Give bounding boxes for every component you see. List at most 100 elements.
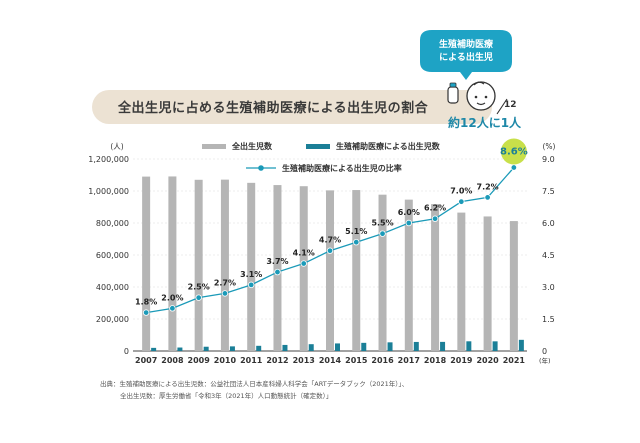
ratio-point xyxy=(379,230,386,237)
bar-total-births xyxy=(326,190,334,351)
ratio-point xyxy=(484,194,491,201)
y-right-unit: (%) xyxy=(543,142,556,151)
bar-total-births xyxy=(247,182,256,351)
bar-art-births xyxy=(518,339,524,351)
bar-total-births xyxy=(404,199,413,351)
ratio-data-label: 4.1% xyxy=(293,249,315,258)
ratio-point xyxy=(353,238,360,246)
bar-art-births xyxy=(361,342,367,351)
bar-total-births xyxy=(220,179,229,351)
ratio-text: 約12人に1人 xyxy=(448,116,522,130)
bar-total-births xyxy=(378,194,387,351)
ratio-data-label: 7.0% xyxy=(450,187,472,196)
bar-total-births xyxy=(352,190,361,351)
bar-art-births xyxy=(413,341,419,351)
bar-total-births xyxy=(194,179,203,351)
ratio-point xyxy=(300,260,307,267)
legend-label-art: 生殖補助医療による出生児数 xyxy=(336,141,441,151)
x-tick-label: 2011 xyxy=(240,356,263,365)
ratio-data-label: 4.7% xyxy=(319,236,341,245)
x-tick-label: 2017 xyxy=(398,356,420,365)
chart-title: 全出生児に占める生殖補助医療による出生児の割合 xyxy=(118,101,429,116)
bar-art-births xyxy=(466,341,472,351)
bar-total-births xyxy=(273,185,282,351)
ratio-point xyxy=(195,294,202,301)
ratio-point xyxy=(142,309,150,316)
y-left-tick-label: 1,200,000 xyxy=(88,155,129,164)
bar-art-births xyxy=(203,346,209,351)
ratio-data-label: 6.2% xyxy=(424,204,446,213)
x-tick-label: 2018 xyxy=(424,356,447,365)
x-tick-label: 2013 xyxy=(293,356,315,365)
ratio-point xyxy=(431,215,439,222)
x-tick-label: 2019 xyxy=(450,356,473,365)
y-left-unit: (人) xyxy=(110,142,123,151)
y-right-tick-label: 4.5 xyxy=(542,251,555,260)
y-left-tick-label: 0 xyxy=(124,347,129,356)
ratio-data-label: 2.0% xyxy=(161,293,183,302)
source-line-2: 全出生児数：厚生労働省「令和3年（2021年）人口動態統計（確定数）」 xyxy=(120,392,333,400)
y-right-tick-label: 0 xyxy=(542,347,547,356)
ratio-data-label: 6.0% xyxy=(398,208,420,217)
y-left-tick-label: 1,000,000 xyxy=(88,187,129,196)
x-tick-label: 2016 xyxy=(371,356,394,365)
x-tick-label: 2012 xyxy=(266,356,288,365)
ratio-data-label: 2.7% xyxy=(214,278,236,287)
title-banner xyxy=(92,90,492,124)
legend-swatch-art xyxy=(306,144,330,149)
bar-art-births xyxy=(229,346,235,351)
ratio-data-label: 3.7% xyxy=(266,257,288,266)
bar-art-births xyxy=(308,344,314,351)
ratio-denominator: 12 xyxy=(504,100,517,110)
ratio-point xyxy=(458,198,465,205)
bar-total-births xyxy=(457,212,466,351)
legend-swatch-line-marker xyxy=(258,165,264,171)
badge-line-2: による出生児 xyxy=(439,53,493,63)
y-left-tick-label: 200,000 xyxy=(96,315,129,324)
y-right-tick-label: 7.5 xyxy=(542,187,555,196)
bar-total-births xyxy=(142,176,151,351)
x-tick-label: 2021 xyxy=(503,356,526,365)
ratio-data-label: 5.5% xyxy=(371,219,393,228)
y-right-tick-label: 3.0 xyxy=(542,283,555,292)
ratio-point xyxy=(326,247,334,254)
x-tick-label: 2009 xyxy=(188,356,211,365)
y-left-tick-label: 400,000 xyxy=(96,283,129,292)
legend-swatch-total xyxy=(202,144,226,149)
bar-art-births xyxy=(151,347,157,351)
y-right-tick-label: 1.5 xyxy=(542,315,555,324)
ratio-point xyxy=(510,164,518,171)
x-tick-label: 2020 xyxy=(476,356,499,365)
ratio-point xyxy=(274,268,281,276)
bar-total-births xyxy=(299,186,308,351)
bar-art-births xyxy=(492,341,498,351)
ratio-data-label: 5.1% xyxy=(345,227,367,236)
bar-art-births xyxy=(440,341,446,351)
ratio-point xyxy=(247,281,255,289)
y-right-tick-label: 6.0 xyxy=(542,219,555,228)
bar-art-births xyxy=(256,345,262,351)
source-line-1: 出典：生殖補助医療による出生児数：公益社団法人日本産科婦人科学会「ARTデータブ… xyxy=(100,380,409,388)
bar-total-births xyxy=(168,176,177,351)
bar-art-births xyxy=(177,347,183,351)
x-tick-label: 2008 xyxy=(161,356,184,365)
speech-bubble-icon xyxy=(420,30,512,80)
ratio-data-label: 2.5% xyxy=(188,283,210,292)
ratio-point xyxy=(221,290,229,297)
highlight-circle xyxy=(500,138,527,165)
y-left-tick-label: 600,000 xyxy=(96,251,129,260)
y-left-tick-label: 800,000 xyxy=(96,219,129,228)
ratio-point xyxy=(169,305,176,312)
bar-art-births xyxy=(387,342,393,351)
bar-total-births xyxy=(509,221,518,351)
bar-total-births xyxy=(483,216,492,351)
x-tick-label: 2010 xyxy=(214,356,237,365)
ratio-data-label: 8.6% xyxy=(500,147,528,158)
bar-art-births xyxy=(282,344,288,351)
legend-label-total: 全出生児数 xyxy=(231,141,273,151)
x-unit: (年) xyxy=(539,356,551,365)
bar-art-births xyxy=(335,343,340,351)
